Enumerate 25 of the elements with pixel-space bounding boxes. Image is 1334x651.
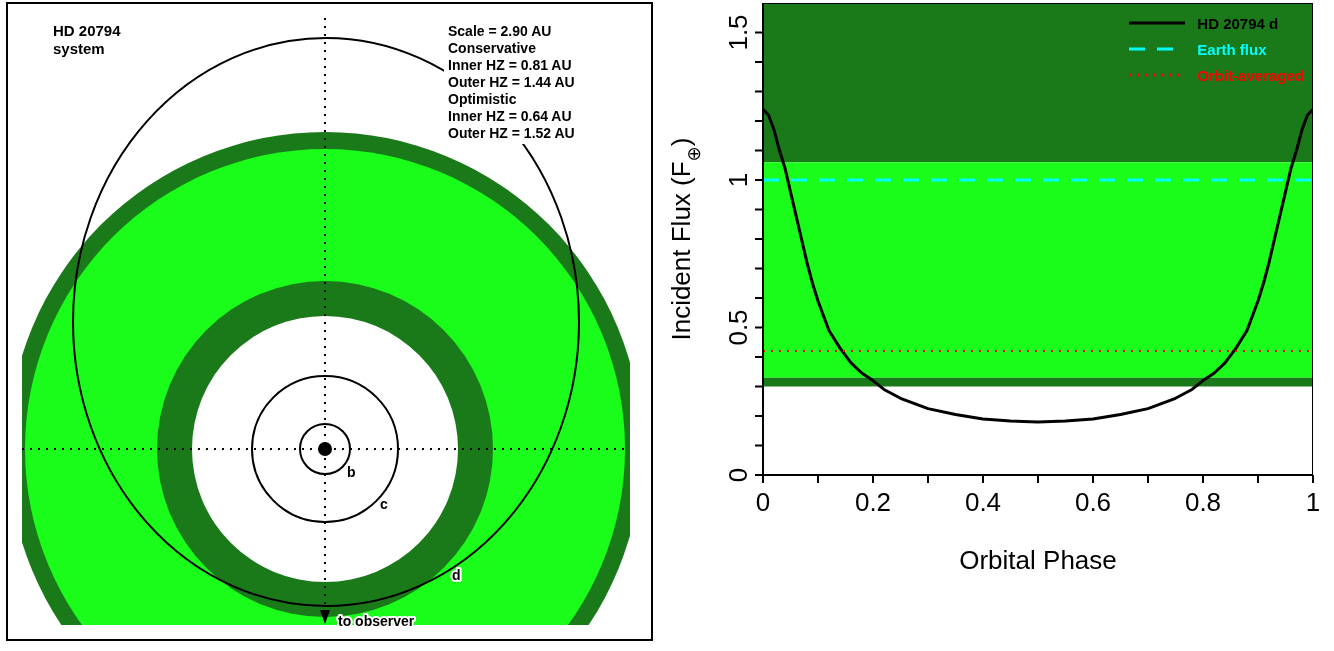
text: Conservative xyxy=(448,40,537,56)
x-tick-label: 0.6 xyxy=(1074,487,1112,517)
text: Scale = 2.90 AU xyxy=(448,23,552,39)
text: b xyxy=(347,464,356,480)
x-tick-label: 0.2 xyxy=(854,487,892,517)
text: Optimistic xyxy=(448,91,517,107)
y-tick-label: 0.5 xyxy=(723,309,753,346)
legend-label: Earth flux xyxy=(1197,40,1267,58)
y-tick-label: 1.5 xyxy=(723,14,753,51)
text: Outer HZ = 1.52 AU xyxy=(448,125,575,141)
text: HD 20794 system xyxy=(53,22,122,57)
x-tick-label: 0.8 xyxy=(1184,487,1222,517)
text: c xyxy=(380,496,388,512)
legend-label: Orbit-averaged xyxy=(1197,66,1304,84)
text: to observer xyxy=(338,613,415,629)
y-tick-label: 1 xyxy=(723,172,753,188)
x-tick-label: 0.4 xyxy=(964,487,1002,517)
legend-label: HD 20794 d xyxy=(1197,14,1279,32)
text: d xyxy=(452,567,461,583)
y-tick-label: 0 xyxy=(723,467,753,483)
text: Inner HZ = 0.81 AU xyxy=(448,57,572,73)
text: Outer HZ = 1.44 AU xyxy=(448,74,575,90)
x-tick-label: 1 xyxy=(1305,487,1321,517)
text: Inner HZ = 0.64 AU xyxy=(448,108,572,124)
x-axis-title: Orbital Phase xyxy=(959,545,1117,575)
